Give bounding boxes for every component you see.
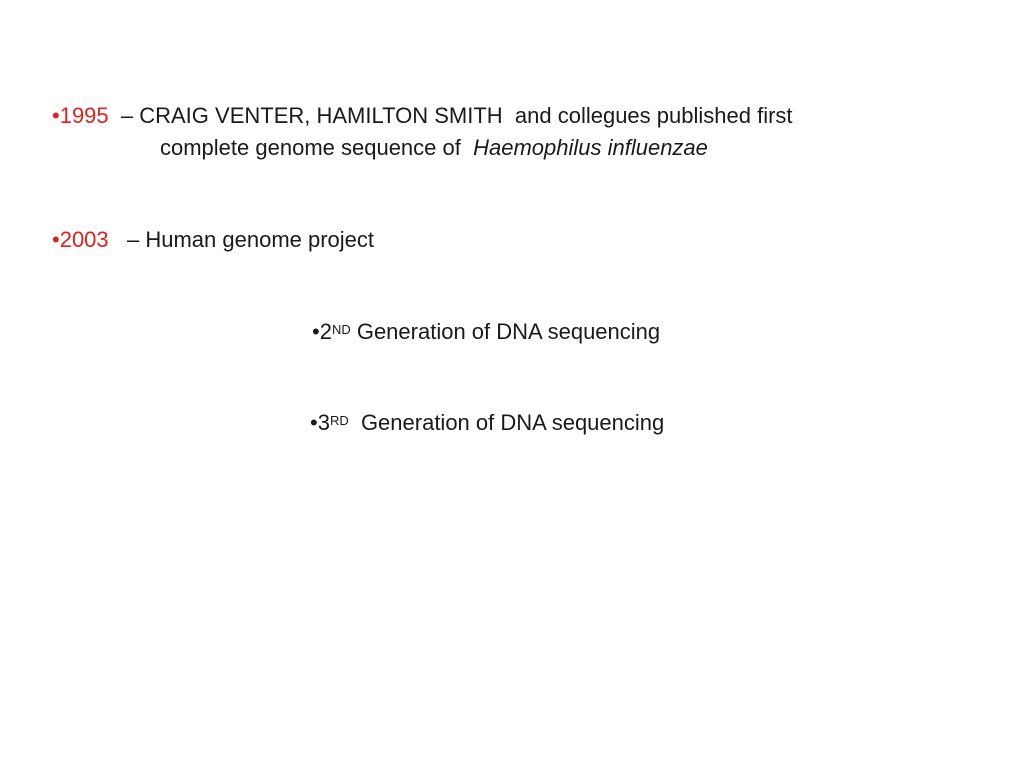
gen2-prefix: •2 — [312, 319, 332, 344]
bullet-1995-line-2: complete genome sequence of Haemophilus … — [160, 134, 708, 162]
bullet-1995-text: – CRAIG VENTER, HAMILTON SMITH and colle… — [108, 103, 793, 128]
gen2-superscript: ND — [331, 322, 351, 337]
bullet-1995-line-1: •1995 – CRAIG VENTER, HAMILTON SMITH and… — [52, 102, 793, 130]
bullet-third-generation: •3RD Generation of DNA sequencing — [310, 409, 664, 437]
gen3-prefix: •3 — [310, 410, 330, 435]
bullet-second-generation: •2ND Generation of DNA sequencing — [312, 318, 660, 346]
bullet-2003-text: – Human genome project — [108, 227, 375, 252]
bullet-2003: •2003 – Human genome project — [52, 226, 374, 254]
gen3-superscript: RD — [329, 413, 349, 428]
gen2-text: Generation of DNA sequencing — [350, 319, 661, 344]
bullet-1995-line-2-text: complete genome sequence of — [160, 135, 474, 160]
organism-name: Haemophilus influenzae — [473, 135, 708, 160]
year-2003: •2003 — [52, 227, 109, 252]
gen3-text: Generation of DNA sequencing — [348, 410, 665, 435]
year-1995: •1995 — [52, 103, 109, 128]
